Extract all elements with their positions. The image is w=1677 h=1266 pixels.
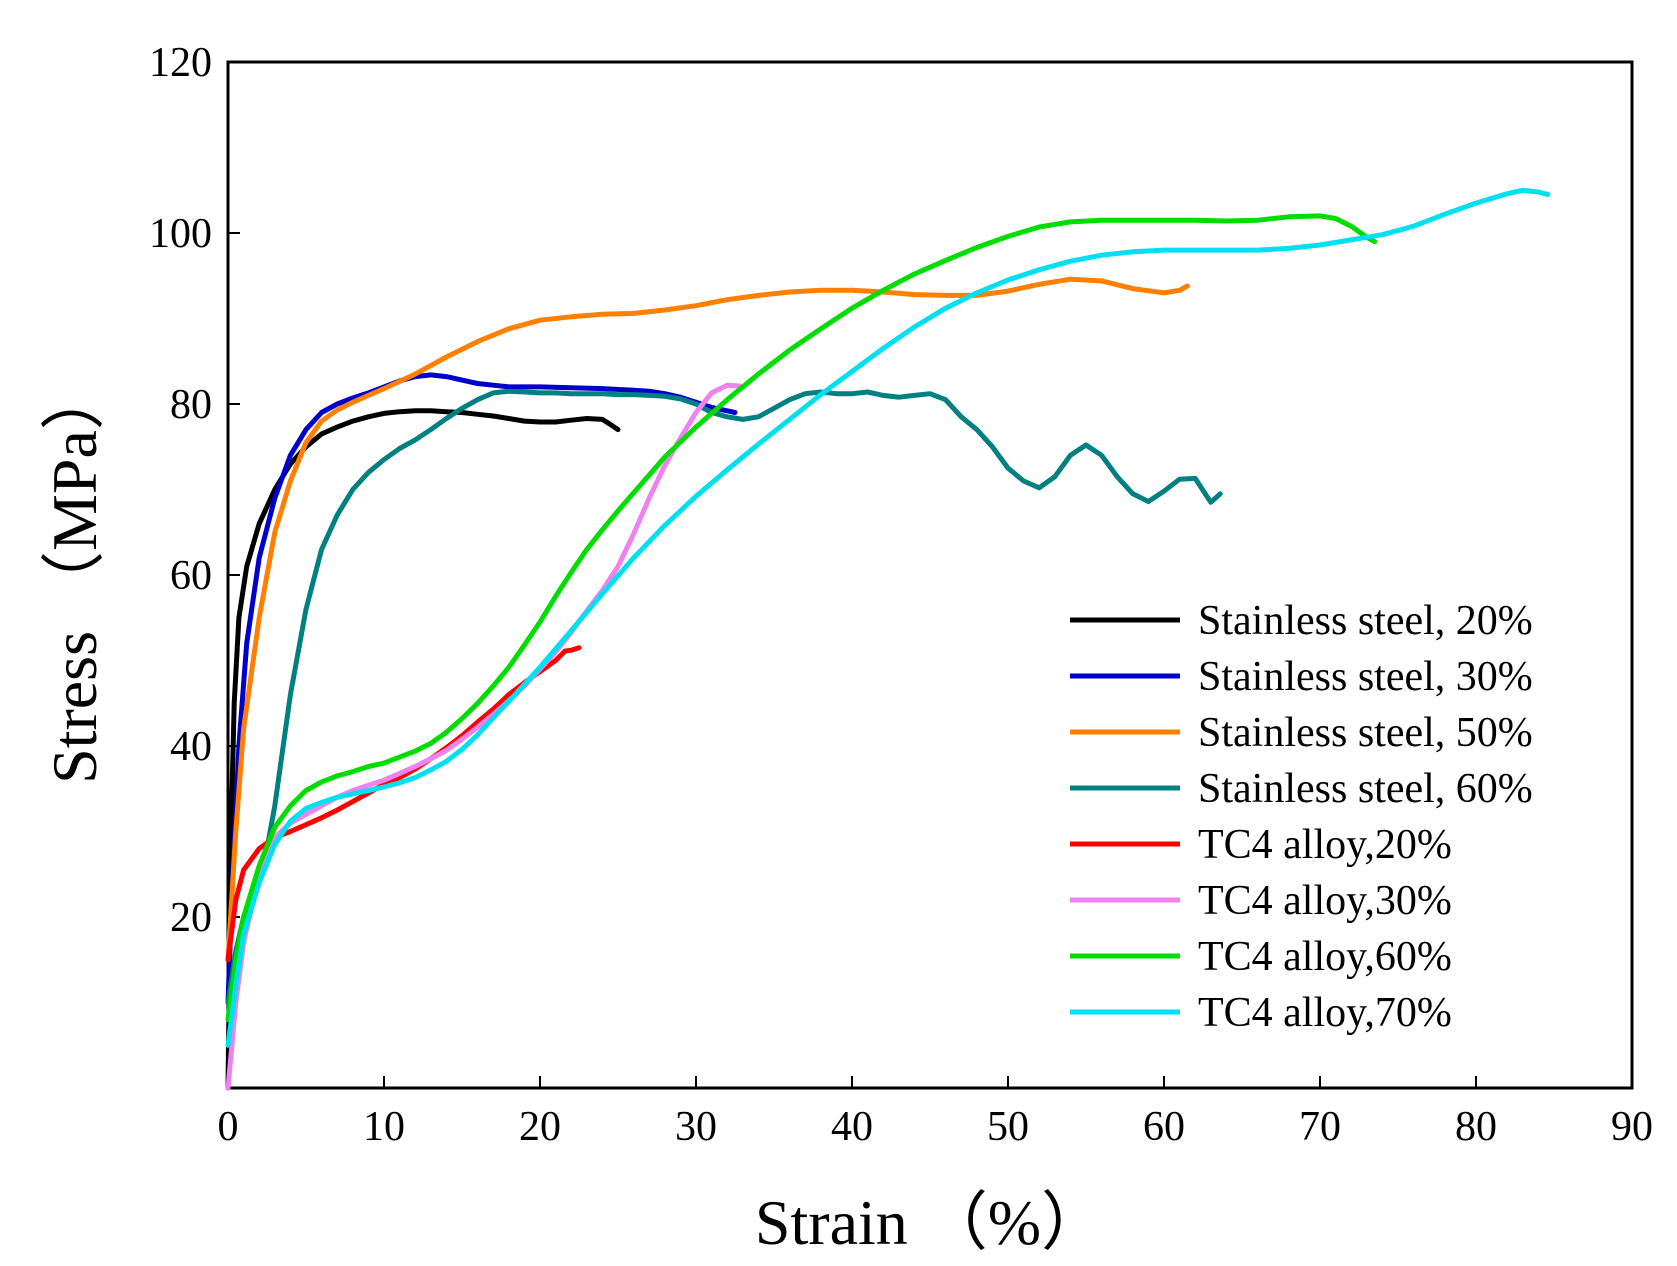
x-axis-title: Strain （%）: [755, 1187, 1105, 1258]
x-tick-label: 80: [1455, 1104, 1497, 1150]
x-tick-label: 20: [519, 1104, 561, 1150]
x-tick-label: 50: [987, 1104, 1029, 1150]
legend-label: Stainless steel, 20%: [1198, 598, 1533, 644]
legend-label: TC4 alloy,30%: [1198, 878, 1452, 924]
series-line-6: [225, 382, 743, 1091]
legend-label: Stainless steel, 60%: [1198, 766, 1533, 812]
x-tick-label: 40: [831, 1104, 873, 1150]
axis-ticks: 0 10 20 30 40 50 60 70 80 90 20 40 60 80 100 120: [149, 40, 1653, 1150]
legend: Stainless steel, 20% Stainless steel, 30%…: [1070, 598, 1533, 1036]
series-line-1: [225, 408, 621, 1091]
y-tick-label: 20: [170, 895, 212, 941]
legend-label: TC4 alloy,20%: [1198, 822, 1452, 868]
y-tick-label: 80: [170, 382, 212, 428]
y-tick-label: 60: [170, 553, 212, 599]
y-axis-title: Stress （MPa）: [39, 366, 110, 784]
y-tick-label: 100: [149, 211, 212, 257]
x-tick-label: 70: [1299, 1104, 1341, 1150]
series-line-5: [225, 645, 582, 963]
series-layer: [225, 187, 1551, 1091]
series-line-4: [225, 388, 1223, 1005]
series-line-7: [225, 213, 1378, 1023]
legend-label: TC4 alloy,70%: [1198, 990, 1452, 1036]
x-tick-label: 60: [1143, 1104, 1185, 1150]
legend-label: Stainless steel, 50%: [1198, 710, 1533, 756]
legend-label: TC4 alloy,60%: [1198, 934, 1452, 980]
series-line-2: [225, 372, 738, 1005]
x-tick-label: 90: [1611, 1104, 1653, 1150]
series-line-3: [225, 276, 1190, 963]
x-tick-label: 10: [363, 1104, 405, 1150]
legend-label: Stainless steel, 30%: [1198, 654, 1533, 700]
y-tick-label: 40: [170, 724, 212, 770]
x-tick-label: 0: [218, 1104, 239, 1150]
y-tick-label: 120: [149, 40, 212, 86]
series-line-8: [225, 187, 1551, 1048]
x-tick-label: 30: [675, 1104, 717, 1150]
